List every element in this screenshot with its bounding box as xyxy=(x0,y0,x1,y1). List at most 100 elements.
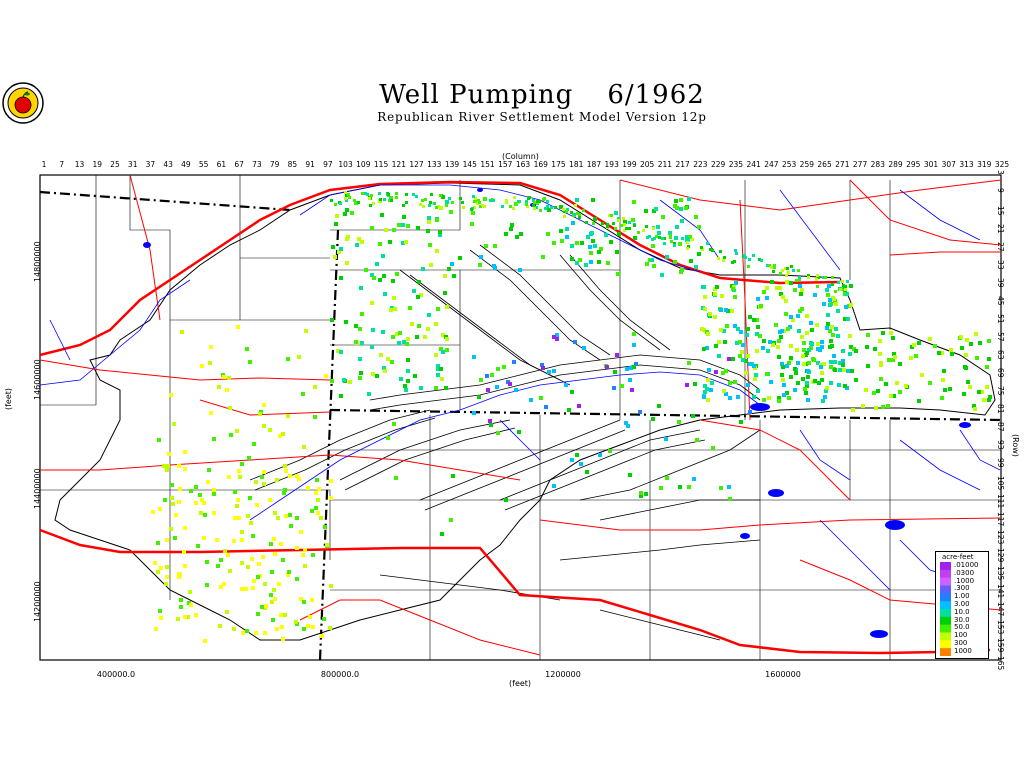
pumping-cell xyxy=(826,322,830,326)
pumping-cell xyxy=(439,206,443,210)
pumping-cell xyxy=(601,222,604,225)
pumping-cell xyxy=(440,532,444,536)
pumping-cell xyxy=(452,274,456,278)
pumping-cell xyxy=(674,199,678,203)
pumping-cell xyxy=(372,276,376,280)
pumping-cell xyxy=(968,385,972,389)
pumping-cell xyxy=(514,388,518,392)
pumping-cell xyxy=(648,235,651,238)
pumping-cell xyxy=(570,211,573,214)
pumping-cell xyxy=(623,223,626,226)
pumping-cell xyxy=(158,507,162,511)
pumping-cell xyxy=(461,201,464,204)
pumping-cell xyxy=(784,299,788,303)
pumping-cell xyxy=(806,375,810,379)
column-number: 97 xyxy=(323,160,333,169)
pumping-cell xyxy=(659,486,663,490)
pumping-cell xyxy=(697,225,701,229)
column-number: 31 xyxy=(127,160,138,169)
pumping-cell xyxy=(723,256,726,259)
pumping-cell xyxy=(306,624,310,628)
pumping-cell xyxy=(314,491,318,495)
pumping-cell xyxy=(483,197,487,201)
legend-swatch xyxy=(940,562,951,571)
x-tick-label: 400000.0 xyxy=(96,670,136,679)
pumping-cell xyxy=(582,209,585,212)
pumping-cell xyxy=(828,298,832,302)
pumping-cell xyxy=(609,240,613,244)
pumping-cell xyxy=(741,358,745,362)
pumping-cell xyxy=(281,558,285,562)
pumping-cell xyxy=(651,238,654,241)
pumping-cell xyxy=(736,327,740,331)
pumping-cell xyxy=(830,325,834,329)
pumping-cell xyxy=(843,317,847,321)
pumping-cell xyxy=(733,295,737,299)
pumping-cell xyxy=(490,373,494,377)
pumping-cell xyxy=(791,318,795,322)
pumping-cell xyxy=(738,340,742,344)
pumping-cell xyxy=(706,398,710,402)
column-number: 19 xyxy=(92,160,102,169)
pumping-cell xyxy=(417,324,421,328)
pumping-cell xyxy=(779,335,783,339)
pumping-cell xyxy=(518,268,522,272)
pumping-cell xyxy=(839,288,842,291)
pumping-cell xyxy=(975,356,979,360)
pumping-cell xyxy=(701,248,704,251)
pumping-cell xyxy=(547,370,551,374)
pumping-cell xyxy=(159,616,163,620)
pumping-cell xyxy=(881,405,885,409)
pumping-cell xyxy=(324,374,328,378)
pumping-cell xyxy=(851,408,855,412)
pumping-cell xyxy=(183,450,187,454)
pumping-cell xyxy=(736,395,740,399)
column-number: 103 xyxy=(338,160,353,169)
pumping-cell xyxy=(394,476,398,480)
pumping-cell xyxy=(685,235,689,239)
pumping-cell xyxy=(628,227,631,230)
pumping-cell xyxy=(156,570,160,574)
agency-logo-icon xyxy=(2,82,44,124)
pumping-cell xyxy=(769,380,773,384)
pumping-cell xyxy=(711,249,714,252)
pumping-cell xyxy=(441,350,445,354)
pumping-cell xyxy=(283,488,287,492)
column-number: 265 xyxy=(817,160,832,169)
pumping-cell xyxy=(780,373,784,377)
pumping-cell xyxy=(669,236,672,239)
pumping-cell xyxy=(552,484,556,488)
pumping-cell xyxy=(492,199,495,202)
pumping-cell xyxy=(269,542,273,546)
pumping-cell xyxy=(793,367,797,371)
pumping-cell xyxy=(212,511,216,515)
pumping-cell xyxy=(820,340,824,344)
pumping-cell xyxy=(702,395,706,399)
pumping-cell xyxy=(620,224,623,227)
pumping-cell xyxy=(157,438,161,442)
pumping-cell xyxy=(645,262,649,266)
pumping-cell xyxy=(730,309,734,313)
pumping-cell xyxy=(754,373,758,377)
pumping-cell xyxy=(804,391,808,395)
pumping-cell xyxy=(555,333,559,337)
pumping-cell xyxy=(782,393,786,397)
pumping-cell xyxy=(753,377,757,381)
pumping-cell xyxy=(807,348,811,352)
pumping-cell xyxy=(330,199,333,202)
pumping-cell xyxy=(743,254,746,257)
pumping-cell xyxy=(430,193,433,196)
pumping-cell xyxy=(444,386,448,390)
pumping-cell xyxy=(345,237,349,241)
pumping-cell xyxy=(585,221,588,224)
pumping-cell xyxy=(544,405,548,409)
pumping-cell xyxy=(735,341,739,345)
pumping-cell xyxy=(739,420,743,424)
pumping-cell xyxy=(570,458,574,462)
pumping-cell xyxy=(825,288,829,292)
pumping-cell xyxy=(937,351,941,355)
pumping-cell xyxy=(614,211,618,215)
pumping-cell xyxy=(406,337,410,341)
pumping-cell xyxy=(628,221,631,224)
pumping-cell xyxy=(760,259,763,262)
